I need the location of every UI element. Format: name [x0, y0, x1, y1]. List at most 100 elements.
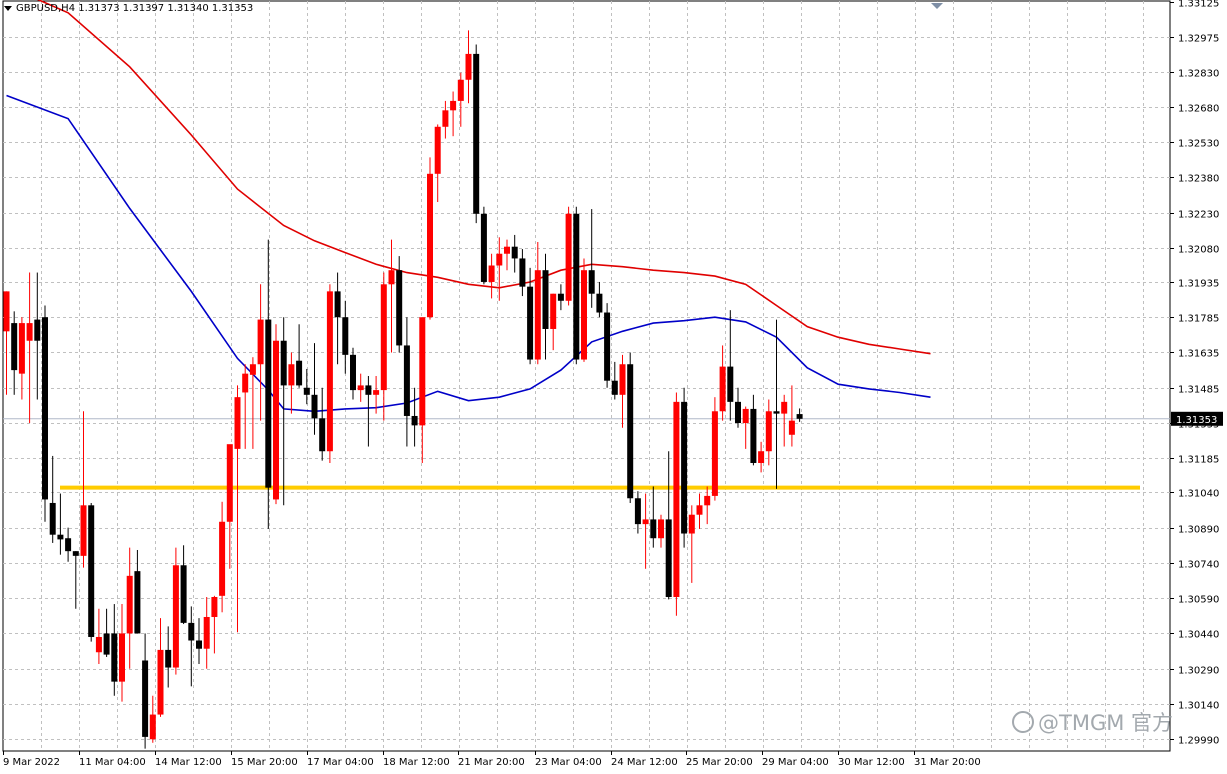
candle-body — [126, 575, 133, 634]
candle — [57, 493, 64, 555]
candle-body — [396, 270, 403, 346]
horizontal-levels[interactable] — [3, 418, 1170, 490]
chart-menu-arrow-icon[interactable] — [4, 6, 12, 11]
time-axis: 9 Mar 2022 11 Mar 04:00 14 Mar 12:00 15 Mar… — [3, 751, 981, 768]
candle-body — [95, 636, 102, 653]
candle-body — [688, 514, 695, 534]
candle-body — [72, 551, 79, 556]
watermark-text: @TMGM 官方 — [1038, 711, 1174, 735]
candle-body — [65, 538, 72, 552]
price-tick-label: 1.31935 — [1178, 279, 1219, 290]
candle — [111, 604, 118, 696]
candle-body — [596, 293, 603, 313]
candle-body — [542, 270, 549, 329]
candle-body — [342, 317, 349, 355]
candle-body — [18, 323, 25, 374]
candle-body — [650, 519, 657, 539]
candle-body — [234, 397, 241, 449]
candle — [796, 408, 803, 422]
candle-body — [534, 270, 541, 360]
candle-body — [504, 246, 510, 254]
candle-body — [249, 364, 256, 375]
candle-body — [473, 53, 480, 214]
candle — [711, 397, 718, 501]
price-tick-label: 1.32080 — [1178, 245, 1219, 256]
candle — [142, 633, 149, 749]
candle-body — [696, 505, 703, 515]
candle-body — [704, 495, 711, 506]
candle — [303, 368, 310, 405]
candle-body — [611, 380, 618, 395]
candle-body — [119, 633, 125, 682]
candle-body — [511, 246, 518, 259]
candle — [49, 455, 56, 543]
candle-body — [781, 401, 788, 414]
candle-body — [80, 505, 87, 556]
candle — [419, 317, 426, 463]
candle-body — [26, 323, 33, 341]
candle — [511, 234, 518, 273]
candle — [296, 324, 303, 388]
candle — [388, 239, 395, 353]
candle — [727, 310, 734, 421]
candle-body — [557, 293, 564, 301]
candle-body — [373, 390, 380, 395]
candle — [480, 206, 487, 285]
candle — [334, 272, 341, 365]
candle-body — [303, 387, 310, 395]
candle-body — [750, 408, 757, 463]
candle — [288, 352, 295, 414]
candle — [788, 385, 795, 447]
candle — [249, 357, 256, 449]
candle — [411, 387, 418, 447]
candle-body — [365, 385, 372, 395]
candle-body — [765, 411, 772, 452]
candle — [65, 527, 72, 562]
candle — [11, 311, 18, 395]
candle — [265, 239, 272, 529]
price-tick-label: 1.31785 — [1178, 314, 1219, 325]
candle — [604, 303, 611, 388]
time-tick-label: 24 Mar 12:00 — [611, 757, 678, 768]
candle — [519, 249, 526, 297]
candle-body — [257, 319, 264, 365]
candle-body — [350, 354, 356, 391]
price-tick-label: 1.30590 — [1178, 595, 1219, 606]
candle — [42, 305, 48, 522]
candle-body — [788, 420, 795, 435]
candle — [396, 256, 403, 353]
candle — [658, 514, 664, 548]
price-tick-label: 1.30440 — [1178, 630, 1219, 641]
candle — [134, 549, 141, 634]
price-tick-label: 1.31635 — [1178, 349, 1219, 360]
candle — [735, 387, 741, 428]
candle-body — [165, 649, 172, 668]
candle-body — [480, 213, 487, 282]
candle — [403, 317, 410, 447]
candle — [750, 394, 757, 466]
candle-body — [180, 565, 187, 623]
candle-body — [442, 110, 449, 127]
candle — [719, 345, 726, 421]
candle-body — [88, 505, 95, 637]
candle-body — [380, 284, 387, 391]
candle — [95, 608, 102, 665]
time-tick-label: 18 Mar 12:00 — [383, 757, 450, 768]
price-tick-label: 1.31040 — [1178, 489, 1219, 500]
candle — [627, 352, 634, 503]
candle-body — [388, 270, 395, 285]
candle-body — [319, 418, 326, 452]
candle — [342, 300, 349, 374]
candle — [588, 209, 595, 308]
candle-body — [3, 291, 10, 332]
price-tick-label: 1.31185 — [1178, 455, 1219, 466]
chart-shift-marker-icon[interactable] — [931, 3, 943, 9]
candle — [765, 399, 772, 466]
candle-body — [581, 270, 587, 360]
candle — [427, 157, 433, 320]
time-tick-label: 11 Mar 04:00 — [79, 757, 146, 768]
candle-body — [627, 364, 634, 499]
candle-body — [573, 213, 580, 360]
